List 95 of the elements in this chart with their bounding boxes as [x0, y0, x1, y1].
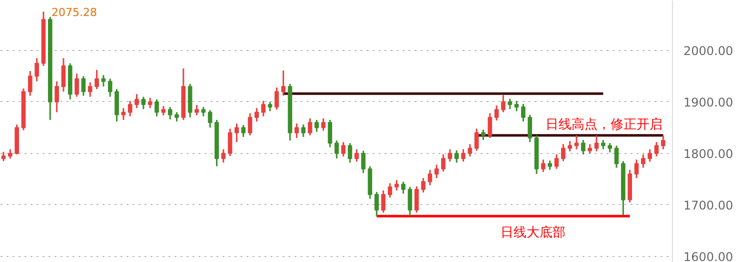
- candlestick: [254, 107, 259, 122]
- candlestick: [374, 191, 379, 217]
- candlestick: [381, 190, 386, 214]
- candlestick: [521, 103, 526, 122]
- y-tick-label: 1900.00: [684, 95, 734, 110]
- candlestick: [168, 106, 172, 120]
- candlestick: [474, 128, 479, 152]
- candlestick: [614, 144, 619, 169]
- candlestick: [201, 106, 206, 118]
- candlestick: [74, 72, 79, 98]
- candlestick: [294, 122, 299, 139]
- candlestick: [334, 140, 339, 160]
- candlestick: [648, 148, 652, 162]
- candlestick: [301, 124, 306, 138]
- candlestick: [494, 104, 499, 122]
- candlestick: [488, 112, 492, 139]
- candlestick: [194, 104, 199, 116]
- candlestick: [328, 119, 332, 148]
- candlestick: [54, 80, 59, 113]
- candlestick: [161, 105, 166, 116]
- candlestick: [94, 69, 99, 90]
- candlestick: [408, 186, 412, 217]
- candlestick: [528, 114, 532, 143]
- candlestick: [1, 151, 6, 162]
- candlestick: [414, 186, 419, 214]
- candlestick: [114, 88, 119, 122]
- candlestick: [268, 101, 272, 112]
- candlestick: [641, 154, 646, 169]
- candlestick: [508, 98, 512, 110]
- candlestick: [148, 97, 152, 109]
- candlestick: [514, 100, 519, 112]
- candlestick: [428, 169, 432, 186]
- candlestick: [81, 75, 86, 96]
- candlestick: [568, 140, 572, 152]
- y-tick-label: 1600.00: [684, 250, 734, 262]
- candlestick: [108, 78, 112, 98]
- candlestick: [221, 148, 226, 164]
- candlestick: [361, 150, 366, 174]
- candlestick: [461, 148, 466, 162]
- y-tick-label: 1700.00: [684, 198, 734, 212]
- candlestick: [228, 128, 232, 157]
- y-tick-label: 2000.00: [684, 44, 734, 58]
- candlestick: [654, 141, 659, 158]
- candlestick: [354, 148, 359, 162]
- candlestick: [8, 148, 12, 160]
- candlestick: [394, 179, 399, 192]
- candlestick: [441, 154, 446, 172]
- candlestick: [248, 112, 252, 136]
- candlestick: [608, 142, 612, 154]
- candlestick: [501, 94, 506, 113]
- candlestick: [28, 70, 32, 96]
- candlestick: [421, 177, 426, 194]
- candlestick: [481, 128, 486, 141]
- candlestick: [661, 134, 666, 150]
- candlestick: [314, 119, 319, 133]
- candlestick: [634, 158, 639, 179]
- candlestick: [174, 111, 179, 122]
- candlestick: [581, 139, 586, 156]
- candlestick: [454, 150, 459, 164]
- candlestick: [554, 154, 559, 170]
- candlestick: [561, 143, 566, 162]
- candlestick: [468, 143, 472, 158]
- annotation: 2075.28: [51, 6, 97, 20]
- candlestick: [321, 118, 326, 132]
- candlestick: [101, 74, 106, 88]
- annotation: 日线高点，修正开启: [546, 116, 662, 132]
- candlestick: [308, 118, 312, 136]
- candlestick: [434, 164, 439, 179]
- candlestick: [281, 70, 286, 96]
- candlestick: [348, 142, 352, 164]
- candlestick: [274, 86, 279, 110]
- candlestick: [601, 139, 606, 150]
- candlestick: [88, 82, 92, 98]
- y-tick-label: 1800.00: [684, 146, 734, 161]
- candlestick: [154, 98, 159, 118]
- candlestick: [241, 124, 246, 138]
- annotation: 日线大底部: [500, 226, 566, 240]
- candlestick: [128, 100, 132, 118]
- candlestick: [401, 180, 406, 194]
- candlestick: [61, 57, 66, 92]
- candlestick: [134, 93, 139, 109]
- candlestick: [574, 134, 579, 150]
- candlestick: [234, 122, 239, 143]
- candlestick: [208, 109, 212, 128]
- candlestick: [261, 100, 266, 118]
- candlestick: [548, 160, 552, 171]
- candlestick: [34, 57, 39, 82]
- candlestick: [341, 141, 346, 158]
- candlestick: [588, 143, 592, 154]
- candlestick: [594, 134, 599, 152]
- candlestick: [121, 107, 126, 121]
- candlestick: [448, 148, 452, 162]
- candlestick: [541, 158, 546, 173]
- candlestick: [388, 182, 392, 198]
- candlestick: [141, 96, 146, 110]
